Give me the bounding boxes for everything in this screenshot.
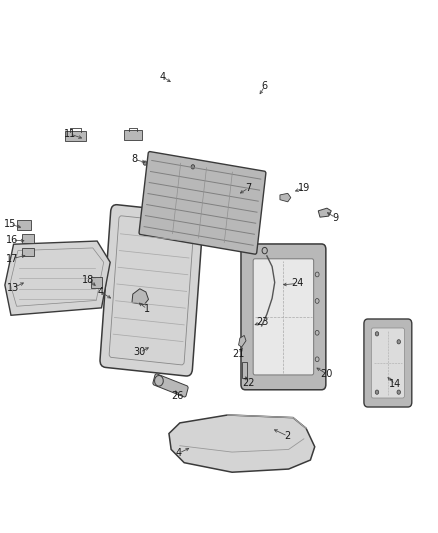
Text: 9: 9 — [332, 213, 339, 223]
FancyBboxPatch shape — [91, 277, 102, 288]
Text: 4: 4 — [159, 71, 166, 82]
FancyBboxPatch shape — [364, 319, 412, 407]
FancyBboxPatch shape — [242, 362, 247, 378]
Text: 1: 1 — [144, 304, 150, 314]
Text: 13: 13 — [7, 282, 20, 293]
Text: 15: 15 — [4, 219, 16, 229]
Polygon shape — [280, 193, 291, 202]
Ellipse shape — [375, 390, 379, 394]
Ellipse shape — [315, 330, 319, 335]
Polygon shape — [169, 415, 315, 472]
Polygon shape — [318, 208, 331, 217]
Text: 4: 4 — [176, 448, 182, 458]
Text: 18: 18 — [82, 274, 95, 285]
Ellipse shape — [315, 298, 319, 303]
Polygon shape — [132, 289, 148, 305]
FancyBboxPatch shape — [139, 151, 266, 254]
Text: 20: 20 — [321, 369, 333, 379]
Ellipse shape — [397, 390, 400, 394]
Polygon shape — [239, 335, 246, 347]
Text: 24: 24 — [291, 278, 304, 288]
Text: 22: 22 — [242, 378, 255, 388]
FancyBboxPatch shape — [241, 244, 326, 390]
Ellipse shape — [375, 332, 379, 336]
Ellipse shape — [315, 272, 319, 277]
FancyBboxPatch shape — [124, 130, 142, 140]
Ellipse shape — [143, 161, 147, 165]
FancyBboxPatch shape — [18, 220, 32, 230]
Text: 14: 14 — [389, 379, 401, 389]
Ellipse shape — [191, 165, 194, 169]
Text: 21: 21 — [233, 349, 245, 359]
Polygon shape — [5, 241, 110, 316]
Text: 6: 6 — [261, 81, 268, 91]
FancyBboxPatch shape — [65, 131, 86, 141]
Text: 2: 2 — [285, 431, 291, 441]
Text: 8: 8 — [131, 155, 137, 164]
FancyBboxPatch shape — [153, 374, 188, 397]
Ellipse shape — [397, 340, 400, 344]
FancyBboxPatch shape — [22, 248, 34, 256]
Text: 23: 23 — [256, 317, 268, 327]
FancyBboxPatch shape — [100, 205, 203, 376]
FancyBboxPatch shape — [371, 328, 404, 398]
Text: 30: 30 — [134, 348, 146, 358]
Text: 4: 4 — [98, 287, 104, 297]
Text: 11: 11 — [64, 129, 76, 139]
FancyBboxPatch shape — [253, 259, 314, 375]
Text: 17: 17 — [6, 254, 18, 263]
FancyBboxPatch shape — [22, 234, 34, 243]
Text: 19: 19 — [298, 183, 310, 193]
Text: 7: 7 — [245, 183, 252, 193]
Text: 26: 26 — [171, 391, 184, 401]
Ellipse shape — [315, 357, 319, 362]
Text: 16: 16 — [6, 235, 18, 245]
